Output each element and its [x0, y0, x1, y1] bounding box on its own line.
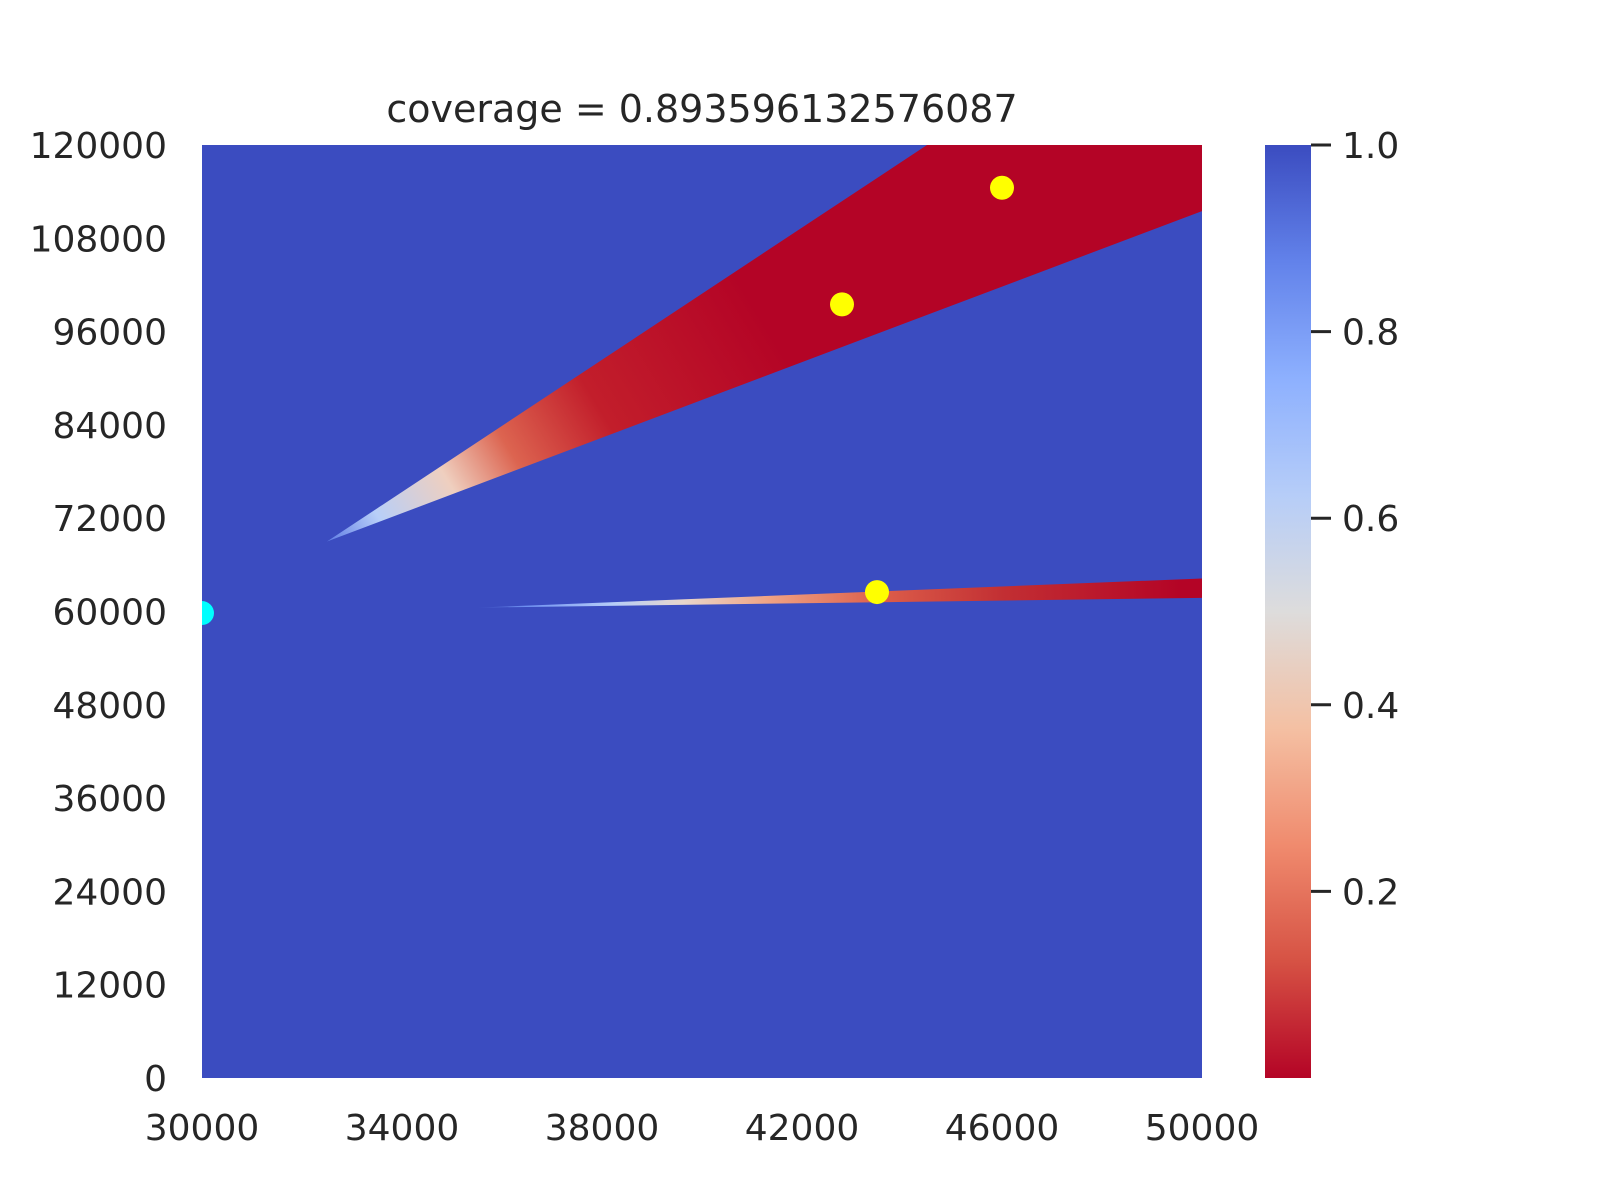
heatmap-regions — [327, 145, 1202, 608]
point-yellow-0 — [990, 175, 1014, 200]
y-axis-ticks: 0 12000 24000 36000 48000 60000 72000 84000 9600… — [30, 126, 167, 1100]
point-cyan-3 — [202, 601, 214, 626]
x-axis-ticks: 30000 34000 38000 42000 46000 50000 — [145, 1108, 1260, 1149]
region-lower-band — [477, 578, 1202, 608]
colorbar-tick-label: 0.6 — [1342, 499, 1399, 540]
point-yellow-2 — [865, 580, 889, 605]
chart-title: coverage = 0.893596132576087 — [386, 87, 1017, 131]
x-tick-label: 46000 — [945, 1108, 1060, 1149]
y-tick-label: 24000 — [52, 872, 167, 913]
colorbar — [1265, 145, 1311, 1078]
colorbar-tick-label: 0.8 — [1342, 313, 1399, 354]
colorbar-tick-label: 0.4 — [1342, 686, 1399, 727]
colorbar-tick-label: 0.2 — [1342, 872, 1399, 913]
x-tick-label: 34000 — [345, 1108, 460, 1149]
x-tick-label: 50000 — [1145, 1108, 1260, 1149]
x-tick-label: 38000 — [545, 1108, 660, 1149]
y-tick-label: 84000 — [52, 406, 167, 447]
scatter-points — [202, 175, 1014, 626]
x-tick-label: 42000 — [745, 1108, 860, 1149]
y-tick-label: 72000 — [52, 499, 167, 540]
y-tick-label: 96000 — [52, 313, 167, 354]
colorbar-tick-label: 1.0 — [1342, 126, 1399, 167]
y-tick-label: 60000 — [52, 593, 167, 634]
y-tick-label: 36000 — [52, 779, 167, 820]
colorbar-ticks: 0.2 0.4 0.6 0.8 1.0 — [1311, 126, 1399, 913]
y-tick-label: 0 — [144, 1059, 167, 1100]
heatmap-background — [202, 145, 1202, 1078]
point-yellow-1 — [830, 292, 854, 317]
y-tick-label: 120000 — [30, 126, 167, 167]
region-upper-wedge — [327, 145, 1202, 542]
y-tick-label: 12000 — [52, 966, 167, 1007]
y-tick-label: 108000 — [30, 219, 167, 260]
y-tick-label: 48000 — [52, 686, 167, 727]
x-tick-label: 30000 — [145, 1108, 260, 1149]
